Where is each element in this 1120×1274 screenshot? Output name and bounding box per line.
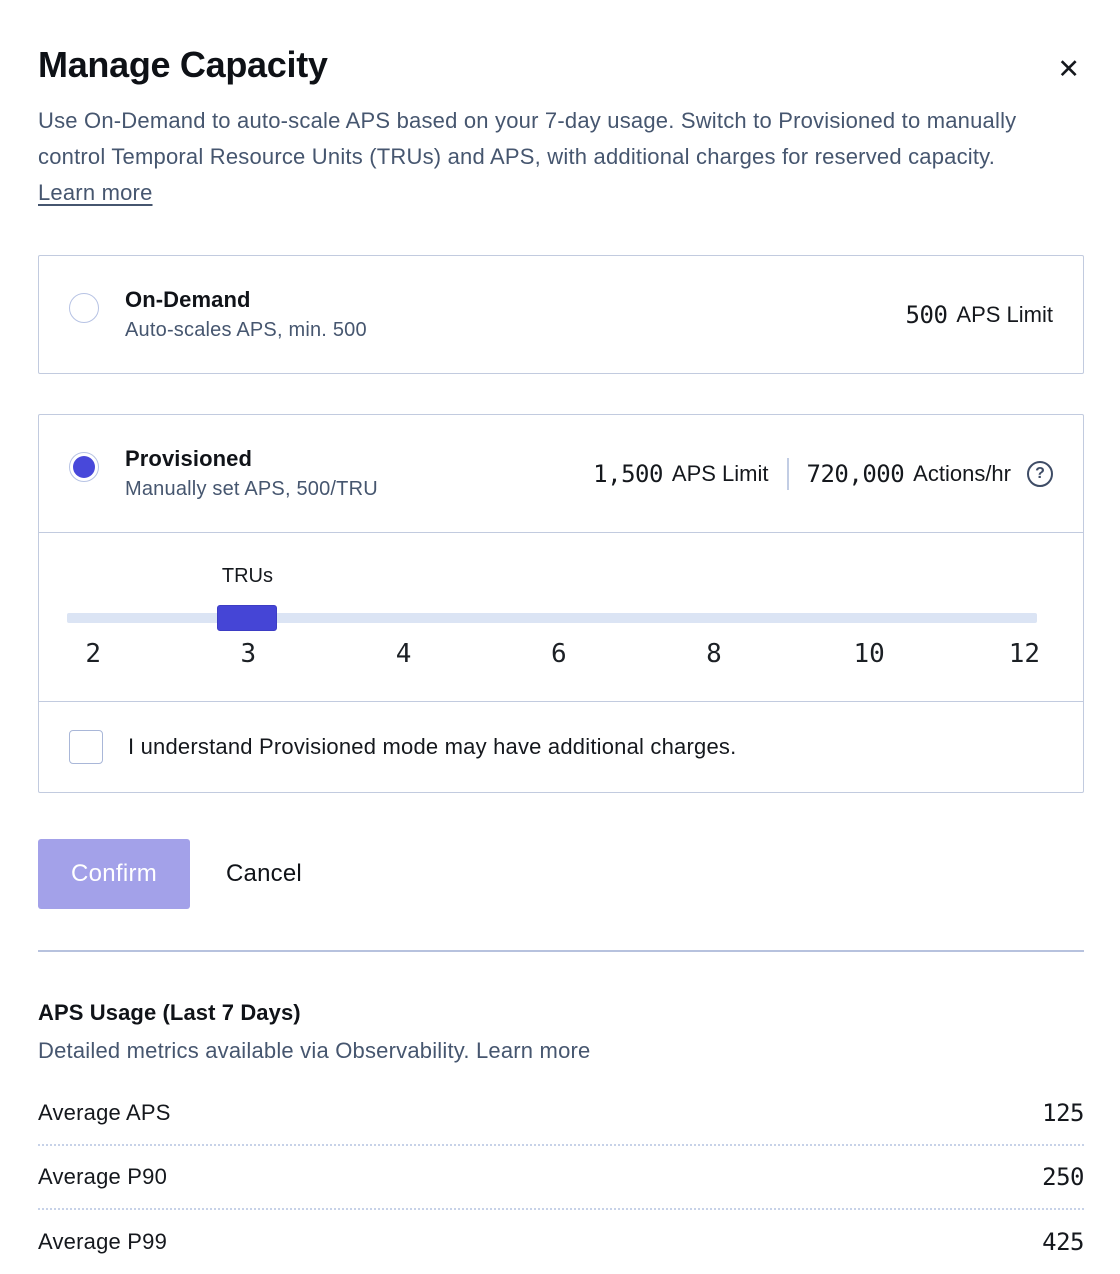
usage-row-value: 125: [1042, 1099, 1084, 1127]
slider-tick: 6: [550, 639, 567, 669]
provisioned-actions-value: 720,000: [806, 459, 905, 488]
charges-checkbox[interactable]: [69, 730, 103, 764]
plan-card-on-demand[interactable]: On-Demand Auto-scales APS, min. 500 500 …: [38, 255, 1084, 374]
slider-label: TRUs: [221, 565, 273, 587]
on-demand-subtitle: Auto-scales APS, min. 500: [125, 319, 367, 341]
provisioned-subtitle: Manually set APS, 500/TRU: [125, 478, 378, 500]
charges-checkbox-label: I understand Provisioned mode may have a…: [128, 734, 737, 759]
usage-row-label: Average P90: [38, 1164, 168, 1189]
usage-row-label: Average APS: [38, 1100, 171, 1125]
dialog-description: Use On-Demand to auto-scale APS based on…: [38, 103, 1038, 211]
provisioned-aps-value: 1,500: [593, 459, 663, 488]
consent-row: I understand Provisioned mode may have a…: [39, 701, 1083, 792]
usage-row-value: 250: [1042, 1163, 1084, 1191]
tru-slider-section: TRUs 2 3 4 6 8 10 12: [39, 532, 1083, 701]
provisioned-row: Provisioned Manually set APS, 500/TRU 1,…: [39, 415, 1083, 532]
help-icon[interactable]: ?: [1027, 460, 1053, 487]
usage-table-row: Average P99 425: [38, 1210, 1084, 1274]
slider-ticks: 2 3 4 6 8 10 12: [67, 639, 1041, 679]
value-divider: [786, 457, 789, 490]
provisioned-aps-label: APS Limit: [671, 460, 769, 486]
on-demand-title: On-Demand: [125, 287, 251, 312]
usage-table-row: Average APS 125: [38, 1082, 1084, 1146]
on-demand-limit: 500 APS Limit: [906, 301, 1053, 329]
slider-tick: 2: [85, 639, 102, 669]
slider-tick: 3: [240, 639, 257, 669]
on-demand-aps-label: APS Limit: [956, 301, 1053, 327]
learn-more-link[interactable]: Learn more: [38, 180, 153, 205]
slider-handle[interactable]: [217, 605, 278, 631]
usage-subtitle-text: Detailed metrics available via Observabi…: [38, 1038, 470, 1063]
on-demand-aps-value: 500: [905, 300, 948, 329]
confirm-button[interactable]: Confirm: [38, 839, 190, 909]
usage-learn-more-link[interactable]: Learn more: [475, 1038, 591, 1063]
close-icon[interactable]: ✕: [1053, 52, 1084, 87]
dialog-actions: Confirm Cancel: [38, 839, 1084, 909]
provisioned-title: Provisioned: [125, 446, 253, 471]
on-demand-row: On-Demand Auto-scales APS, min. 500 500 …: [39, 256, 1083, 373]
description-text: Use On-Demand to auto-scale APS based on…: [38, 108, 1017, 169]
plan-card-provisioned[interactable]: Provisioned Manually set APS, 500/TRU 1,…: [38, 414, 1084, 793]
cancel-button[interactable]: Cancel: [226, 860, 302, 887]
on-demand-text: On-Demand Auto-scales APS, min. 500: [125, 287, 367, 342]
tru-slider-track[interactable]: [67, 613, 1037, 623]
usage-row-label: Average P99: [38, 1229, 168, 1254]
slider-tick: 12: [1008, 639, 1041, 669]
slider-tick: 4: [395, 639, 412, 669]
provisioned-actions-label: Actions/hr: [913, 460, 1011, 486]
provisioned-limits: 1,500 APS Limit 720,000 Actions/hr ?: [593, 457, 1053, 490]
provisioned-text: Provisioned Manually set APS, 500/TRU: [125, 446, 378, 501]
provisioned-radio[interactable]: [69, 452, 99, 482]
usage-table: Average APS 125 Average P90 250 Average …: [38, 1082, 1084, 1274]
dialog-header: Manage Capacity ✕: [38, 44, 1084, 87]
slider-tick: 8: [706, 639, 722, 669]
slider-tick: 10: [853, 639, 885, 669]
page-title: Manage Capacity: [38, 44, 328, 85]
aps-usage-section: APS Usage (Last 7 Days) Detailed metrics…: [38, 1000, 1084, 1274]
usage-row-value: 425: [1042, 1228, 1084, 1256]
section-divider: [38, 950, 1084, 952]
usage-subtitle: Detailed metrics available via Observabi…: [38, 1038, 1084, 1064]
usage-title: APS Usage (Last 7 Days): [38, 1000, 301, 1025]
on-demand-radio[interactable]: [69, 293, 99, 323]
usage-table-row: Average P90 250: [38, 1146, 1084, 1210]
